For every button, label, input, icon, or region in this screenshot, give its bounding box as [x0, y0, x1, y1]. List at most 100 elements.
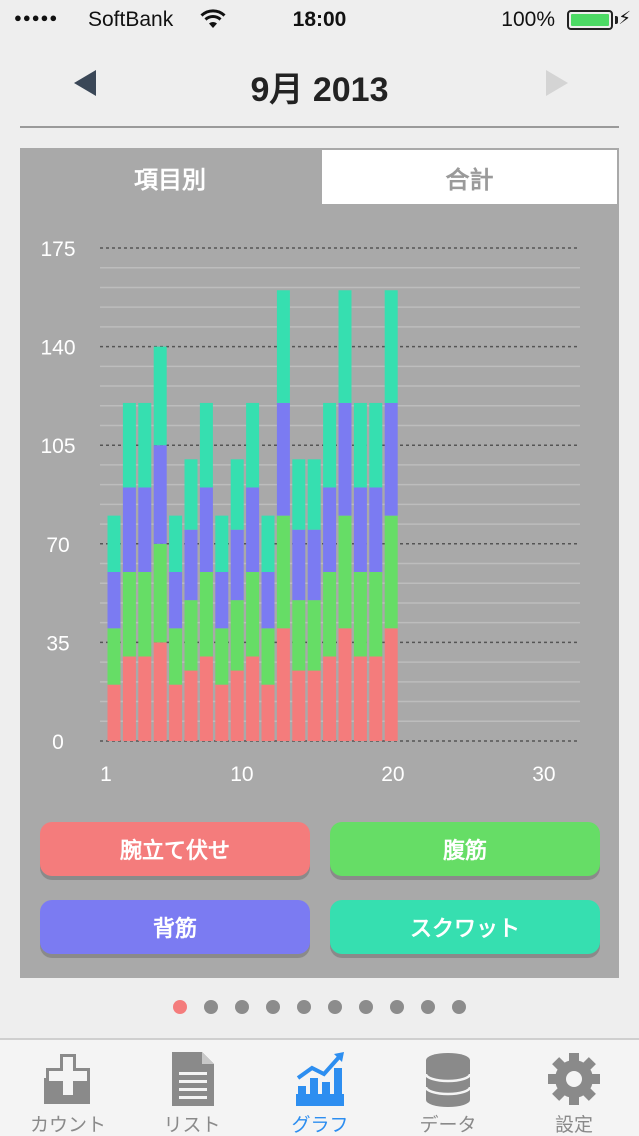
- tab-bar: カウント リスト グラフ デ: [0, 1038, 639, 1136]
- bar-segment: [369, 487, 383, 572]
- y-tick-label: 70: [46, 534, 69, 557]
- legend-situps-button[interactable]: 腹筋: [330, 822, 600, 876]
- bar-segment: [169, 628, 183, 685]
- x-tick-label: 20: [381, 763, 404, 786]
- y-tick-label: 0: [52, 731, 64, 754]
- bar-segment: [369, 571, 383, 657]
- previous-month-button[interactable]: [70, 66, 104, 100]
- page-dot[interactable]: [266, 1000, 280, 1014]
- bar-segment: [107, 515, 121, 572]
- tabbar-label: データ: [419, 1115, 477, 1136]
- bar-segment: [153, 642, 167, 741]
- bar-segment: [138, 487, 152, 572]
- carrier-name: SoftBank: [88, 8, 174, 31]
- graph-card: 項目別 合計 175 140 105 70 35 0 1 10 20 30 腕立て伏せ 腹筋 背筋…: [20, 148, 619, 978]
- bar-segment: [261, 628, 275, 685]
- battery-fill: [571, 14, 609, 26]
- bar-segment: [184, 670, 198, 741]
- bar-segment: [307, 459, 321, 530]
- bar-segment: [246, 402, 260, 488]
- next-month-button[interactable]: [538, 66, 572, 100]
- page-dot[interactable]: [421, 1000, 435, 1014]
- graph-icon: [296, 1052, 344, 1106]
- bar-segment: [353, 656, 367, 741]
- page-dot[interactable]: [359, 1000, 373, 1014]
- bar-segment: [338, 515, 352, 629]
- signal-strength-icon: ●●●●●: [14, 10, 59, 25]
- bar-segment: [138, 402, 152, 488]
- y-tick-label: 175: [40, 238, 75, 261]
- x-tick-label: 1: [100, 763, 112, 786]
- legend-pushups-button[interactable]: 腕立て伏せ: [40, 822, 310, 876]
- bar-segment: [384, 290, 398, 403]
- y-tick-label: 105: [40, 435, 75, 458]
- bar-segment: [230, 670, 244, 741]
- tabbar-item-data[interactable]: データ: [384, 1040, 512, 1136]
- bar-segment: [338, 402, 352, 516]
- bar-segment: [215, 684, 229, 741]
- bar-segment: [384, 628, 398, 741]
- battery-icon: [567, 10, 613, 30]
- y-tick-label: 140: [40, 337, 75, 360]
- database-icon: [424, 1053, 472, 1107]
- page-dot[interactable]: [452, 1000, 466, 1014]
- tabbar-item-list[interactable]: リスト: [128, 1040, 256, 1136]
- page-dot[interactable]: [204, 1000, 218, 1014]
- bar-segment: [138, 571, 152, 657]
- battery-percent: 100%: [501, 8, 555, 31]
- bar-segment: [292, 670, 306, 741]
- battery-tip: [615, 16, 618, 24]
- bar-segment: [169, 515, 183, 572]
- tabbar-label: リスト: [163, 1115, 221, 1136]
- charging-bolt-icon: ⚡: [618, 8, 631, 28]
- page-dot[interactable]: [173, 1000, 187, 1014]
- page-indicator: [0, 1000, 639, 1014]
- bar-segment: [246, 487, 260, 572]
- bar-segment: [215, 515, 229, 572]
- tab-total[interactable]: 合計: [320, 148, 619, 206]
- bar-segment: [199, 402, 213, 488]
- bar-segment: [122, 402, 136, 488]
- count-plus-icon: [44, 1054, 90, 1104]
- bar-segment: [215, 571, 229, 629]
- arrow-left-icon: [74, 70, 96, 96]
- page-dot[interactable]: [390, 1000, 404, 1014]
- bar-segment: [107, 684, 121, 741]
- bar-segment: [276, 290, 290, 403]
- bar-segment: [153, 346, 167, 446]
- page-dot[interactable]: [297, 1000, 311, 1014]
- bar-segment: [230, 600, 244, 671]
- tabbar-item-count[interactable]: カウント: [4, 1040, 132, 1136]
- bar-segment: [338, 290, 352, 403]
- bar-segment: [107, 571, 121, 629]
- bar-segment: [323, 402, 337, 488]
- bar-segment: [292, 529, 306, 601]
- bar-segment: [199, 656, 213, 741]
- tabbar-item-settings[interactable]: 設定: [510, 1040, 638, 1136]
- month-title: 9月 2013: [250, 71, 389, 109]
- bar-segment: [261, 515, 275, 572]
- bar-segment: [338, 628, 352, 741]
- bar-segment: [276, 628, 290, 741]
- arrow-right-icon: [546, 70, 568, 96]
- status-time: 18:00: [292, 8, 347, 31]
- tabbar-label: カウント: [29, 1115, 106, 1136]
- bar-segment: [122, 487, 136, 572]
- bar-segment: [307, 600, 321, 671]
- bar-segment: [138, 656, 152, 741]
- bar-segment: [323, 487, 337, 572]
- bar-segment: [107, 628, 121, 685]
- page-dot[interactable]: [235, 1000, 249, 1014]
- legend-backextension-button[interactable]: 背筋: [40, 900, 310, 954]
- bar-segment: [353, 571, 367, 657]
- bar-segment: [230, 529, 244, 601]
- legend-squat-button[interactable]: スクワット: [330, 900, 600, 954]
- page-dot[interactable]: [328, 1000, 342, 1014]
- bar-segment: [122, 656, 136, 741]
- bar-segment: [184, 600, 198, 671]
- bar-segment: [276, 402, 290, 516]
- tabbar-label: グラフ: [291, 1115, 349, 1136]
- list-document-icon: [172, 1052, 214, 1106]
- tab-by-item[interactable]: 項目別: [20, 148, 320, 206]
- tabbar-item-graph[interactable]: グラフ: [256, 1040, 384, 1136]
